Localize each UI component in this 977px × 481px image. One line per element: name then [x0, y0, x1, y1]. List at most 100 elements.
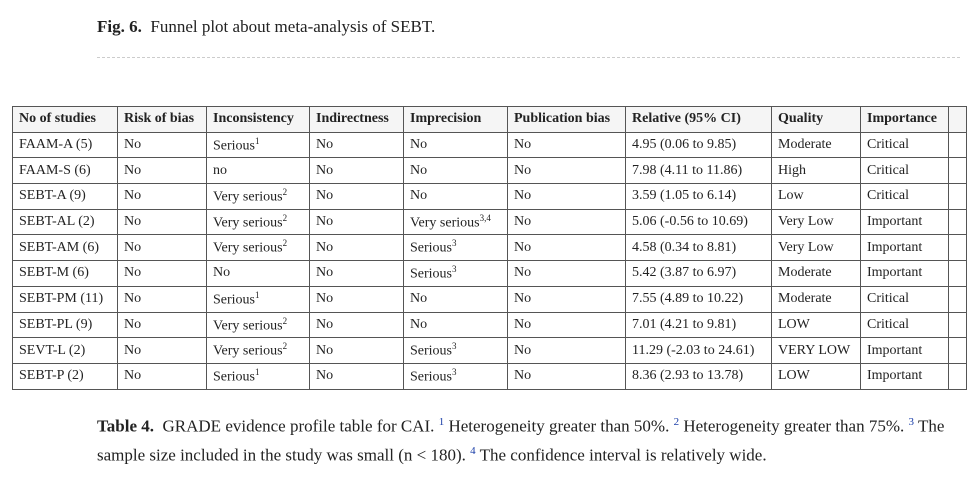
table-cell: No	[309, 260, 404, 287]
table-cell: No	[507, 234, 626, 262]
table-cell: Serious1	[206, 285, 310, 313]
note-mark: 1	[438, 416, 445, 428]
footnote-mark: 3	[452, 341, 457, 352]
header-cell: No of studies	[12, 106, 118, 133]
footnote-mark: 2	[282, 212, 288, 223]
cell-text: Very serious	[213, 189, 283, 205]
cell-text: Serious	[410, 241, 452, 257]
table-cell: FAAM-A (5)	[12, 131, 118, 159]
table-cell: Moderate	[771, 285, 861, 313]
table-cell: No	[507, 337, 626, 364]
table-cell: No	[117, 183, 207, 210]
cell-text: Serious	[410, 343, 452, 359]
cell-text: Very serious	[213, 318, 283, 334]
table-cell: No	[117, 260, 207, 287]
empty-cell	[948, 208, 967, 236]
table-row: SEBT-A (9) No Very serious2 No No No 3.59 (1.0…	[12, 183, 967, 210]
table-cell: Serious1	[206, 131, 310, 159]
header-cell: Quality	[771, 106, 861, 133]
table-cell: No	[507, 208, 626, 236]
table-cell: No	[117, 337, 207, 364]
table-cell: Important	[860, 208, 949, 236]
table-cell: No	[309, 285, 404, 313]
table-cell: 4.95 (0.06 to 9.85)	[625, 131, 772, 159]
table-cell: SEBT-P (2)	[12, 362, 118, 390]
cell-text: Serious	[410, 266, 452, 282]
table-cell: Serious3	[403, 260, 508, 287]
table-cell: No	[117, 311, 207, 339]
cell-text: Serious	[213, 292, 255, 308]
table-cell: No	[403, 311, 508, 339]
table-cell: No	[206, 260, 310, 287]
footnote-mark: 2	[282, 341, 288, 352]
header-cell: Indirectness	[309, 106, 404, 133]
footnote-mark: 2	[282, 315, 288, 326]
table-cell: LOW	[771, 311, 861, 339]
table-cell: Serious1	[206, 362, 310, 390]
empty-cell	[948, 285, 967, 313]
table-cell: Very serious2	[206, 234, 310, 262]
table-cell: 3.59 (1.05 to 6.14)	[625, 183, 772, 210]
empty-cell	[948, 234, 967, 262]
table-cell: No	[403, 285, 508, 313]
table-cell: No	[117, 131, 207, 159]
table-cell: Critical	[860, 311, 949, 339]
table-cell: Very serious2	[206, 311, 310, 339]
table-row: SEBT-M (6) No No No Serious3 No 5.42 (3.87 to …	[12, 260, 967, 287]
table-cell: Very Low	[771, 234, 861, 262]
table-cell: Very serious2	[206, 208, 310, 236]
table-cell: No	[507, 131, 626, 159]
table-cell: No	[507, 260, 626, 287]
table-cell: Moderate	[771, 131, 861, 159]
table-cell: SEBT-PL (9)	[12, 311, 118, 339]
table-cell: Important	[860, 234, 949, 262]
table-cell: SEBT-AM (6)	[12, 234, 118, 262]
table-cell: Important	[860, 362, 949, 390]
table-row: SEBT-P (2) No Serious1 No Serious3 No 8.36 (2.…	[12, 362, 967, 390]
table-cell: Critical	[860, 285, 949, 313]
footnote-mark: 2	[282, 238, 288, 249]
cell-text: Serious	[410, 369, 452, 385]
table-cell: Moderate	[771, 260, 861, 287]
table-cell: No	[309, 337, 404, 364]
table-row: SEBT-AM (6) No Very serious2 No Serious3 No 4.…	[12, 234, 967, 262]
footnote-mark: 1	[255, 135, 260, 146]
table-cell: 7.55 (4.89 to 10.22)	[625, 285, 772, 313]
header-cell: Relative (95% CI)	[625, 106, 772, 133]
table-cell: High	[771, 157, 861, 185]
note-text: Heterogeneity greater than 50%.	[448, 416, 670, 436]
table-cell: SEBT-A (9)	[12, 183, 118, 210]
table-cell: No	[403, 157, 508, 185]
header-row: No of studies Risk of bias Inconsistency In…	[12, 106, 967, 133]
table-cell: No	[309, 234, 404, 262]
footnote-mark: 3,4	[479, 212, 491, 223]
table-cell: No	[507, 183, 626, 210]
grade-table: No of studies Risk of bias Inconsistency In…	[12, 106, 967, 390]
table-cell: Serious3	[403, 234, 508, 262]
cell-text: Very serious	[213, 343, 283, 359]
table-label: Table 4.	[97, 416, 155, 436]
table-cell: No	[507, 362, 626, 390]
table-cell: Very serious3,4	[403, 208, 508, 236]
table-cell: SEBT-AL (2)	[12, 208, 118, 236]
table-cell: Critical	[860, 131, 949, 159]
footnote-mark: 3	[452, 264, 457, 275]
note-text: Heterogeneity greater than 75%.	[683, 416, 905, 436]
table-cell: Low	[771, 183, 861, 210]
table-cell: No	[117, 234, 207, 262]
table-cell: FAAM-S (6)	[12, 157, 118, 185]
table-cell: SEVT-L (2)	[12, 337, 118, 364]
table-row: SEBT-PL (9) No Very serious2 No No No 7.01 (4.…	[12, 311, 967, 339]
table-cell: Very serious2	[206, 337, 310, 364]
table-cell: no	[206, 157, 310, 185]
table-cell: No	[507, 285, 626, 313]
empty-cell	[948, 183, 967, 210]
header-cell: Inconsistency	[206, 106, 310, 133]
empty-cell	[948, 157, 967, 185]
table-cell: No	[309, 157, 404, 185]
table-cell: Very Low	[771, 208, 861, 236]
table-cell: No	[309, 131, 404, 159]
note-mark: 2	[673, 416, 680, 428]
table-cell: Serious3	[403, 362, 508, 390]
table-cell: 4.58 (0.34 to 8.81)	[625, 234, 772, 262]
